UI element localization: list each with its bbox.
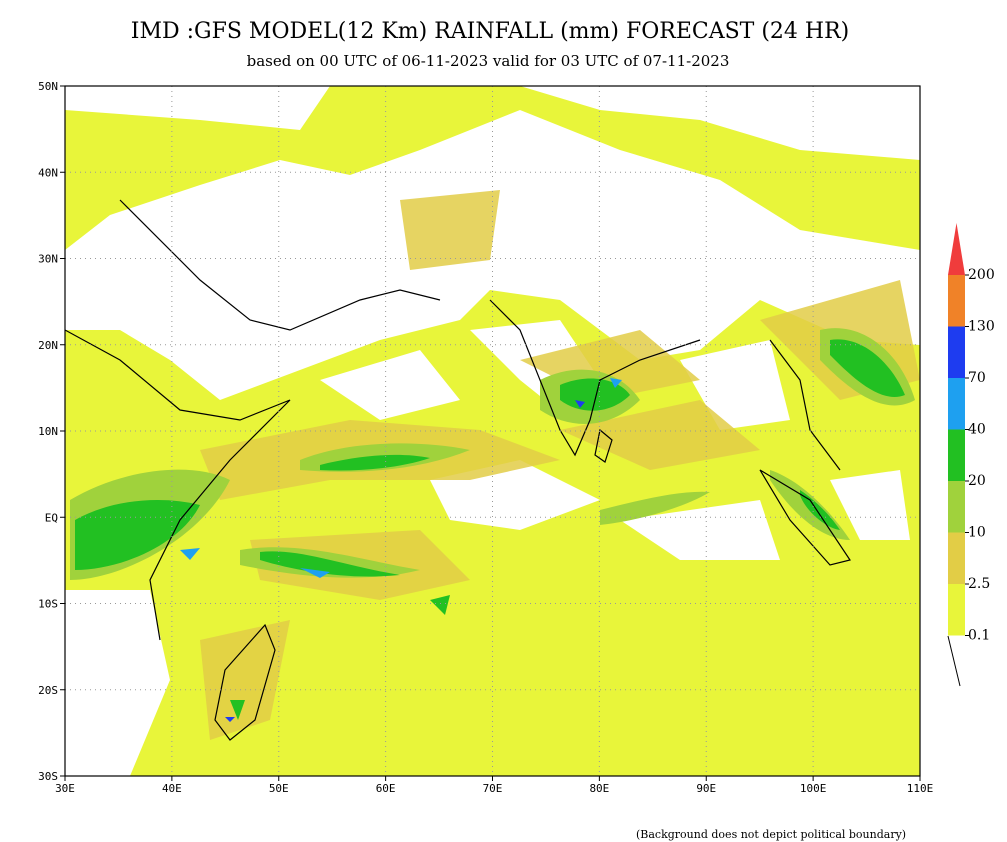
lon-label: 110E [907,782,934,795]
lon-label: 90E [696,782,716,795]
lon-label: 50E [269,782,289,795]
legend-swatch [948,584,965,636]
title: IMD :GFS MODEL(12 Km) RAINFALL (mm) FORE… [131,19,850,44]
subtitle: based on 00 UTC of 06-11-2023 valid for … [247,52,730,70]
lon-label: 30E [55,782,75,795]
legend-label: 0.1 [968,628,990,644]
legend-swatch [948,532,965,584]
footnote: (Background does not depict political bo… [636,828,906,841]
map-frame [64,85,921,777]
legend-swatch [948,481,965,533]
lat-label: 40N [38,166,58,179]
legend-label: 20 [968,473,986,489]
legend-swatch [948,275,965,327]
lat-label: 20S [38,684,58,697]
legend-swatch [948,223,965,275]
lat-label: 10S [38,598,58,611]
legend-swatch [948,326,965,378]
lon-label: 80E [589,782,609,795]
legend-label: 70 [968,370,986,386]
legend-swatch [948,378,965,430]
legend-label: 200 [968,267,995,283]
legend-label: 130 [968,319,995,335]
coastlines [65,199,851,741]
graticule: 30E 40E 50E 60E 70E 80E 90E 100E 110E 50N 40N 30N 20… [38,80,933,795]
lon-label: 60E [376,782,396,795]
legend-tail [947,635,961,687]
legend-label: 40 [968,422,986,438]
lon-label: 70E [483,782,503,795]
lat-label: 50N [38,80,58,93]
lat-label: 30S [38,770,58,783]
lon-label: 40E [162,782,182,795]
legend-label: 10 [968,525,986,541]
lat-label: 20N [38,339,58,352]
lat-label: 10N [38,425,58,438]
lat-label: 30N [38,253,58,266]
lon-label: 100E [800,782,827,795]
lat-label: EQ [45,511,58,524]
legend: 200 130 70 40 20 10 2.5 0.1 [948,223,995,644]
legend-swatch [948,429,965,481]
legend-label: 2.5 [968,576,990,592]
